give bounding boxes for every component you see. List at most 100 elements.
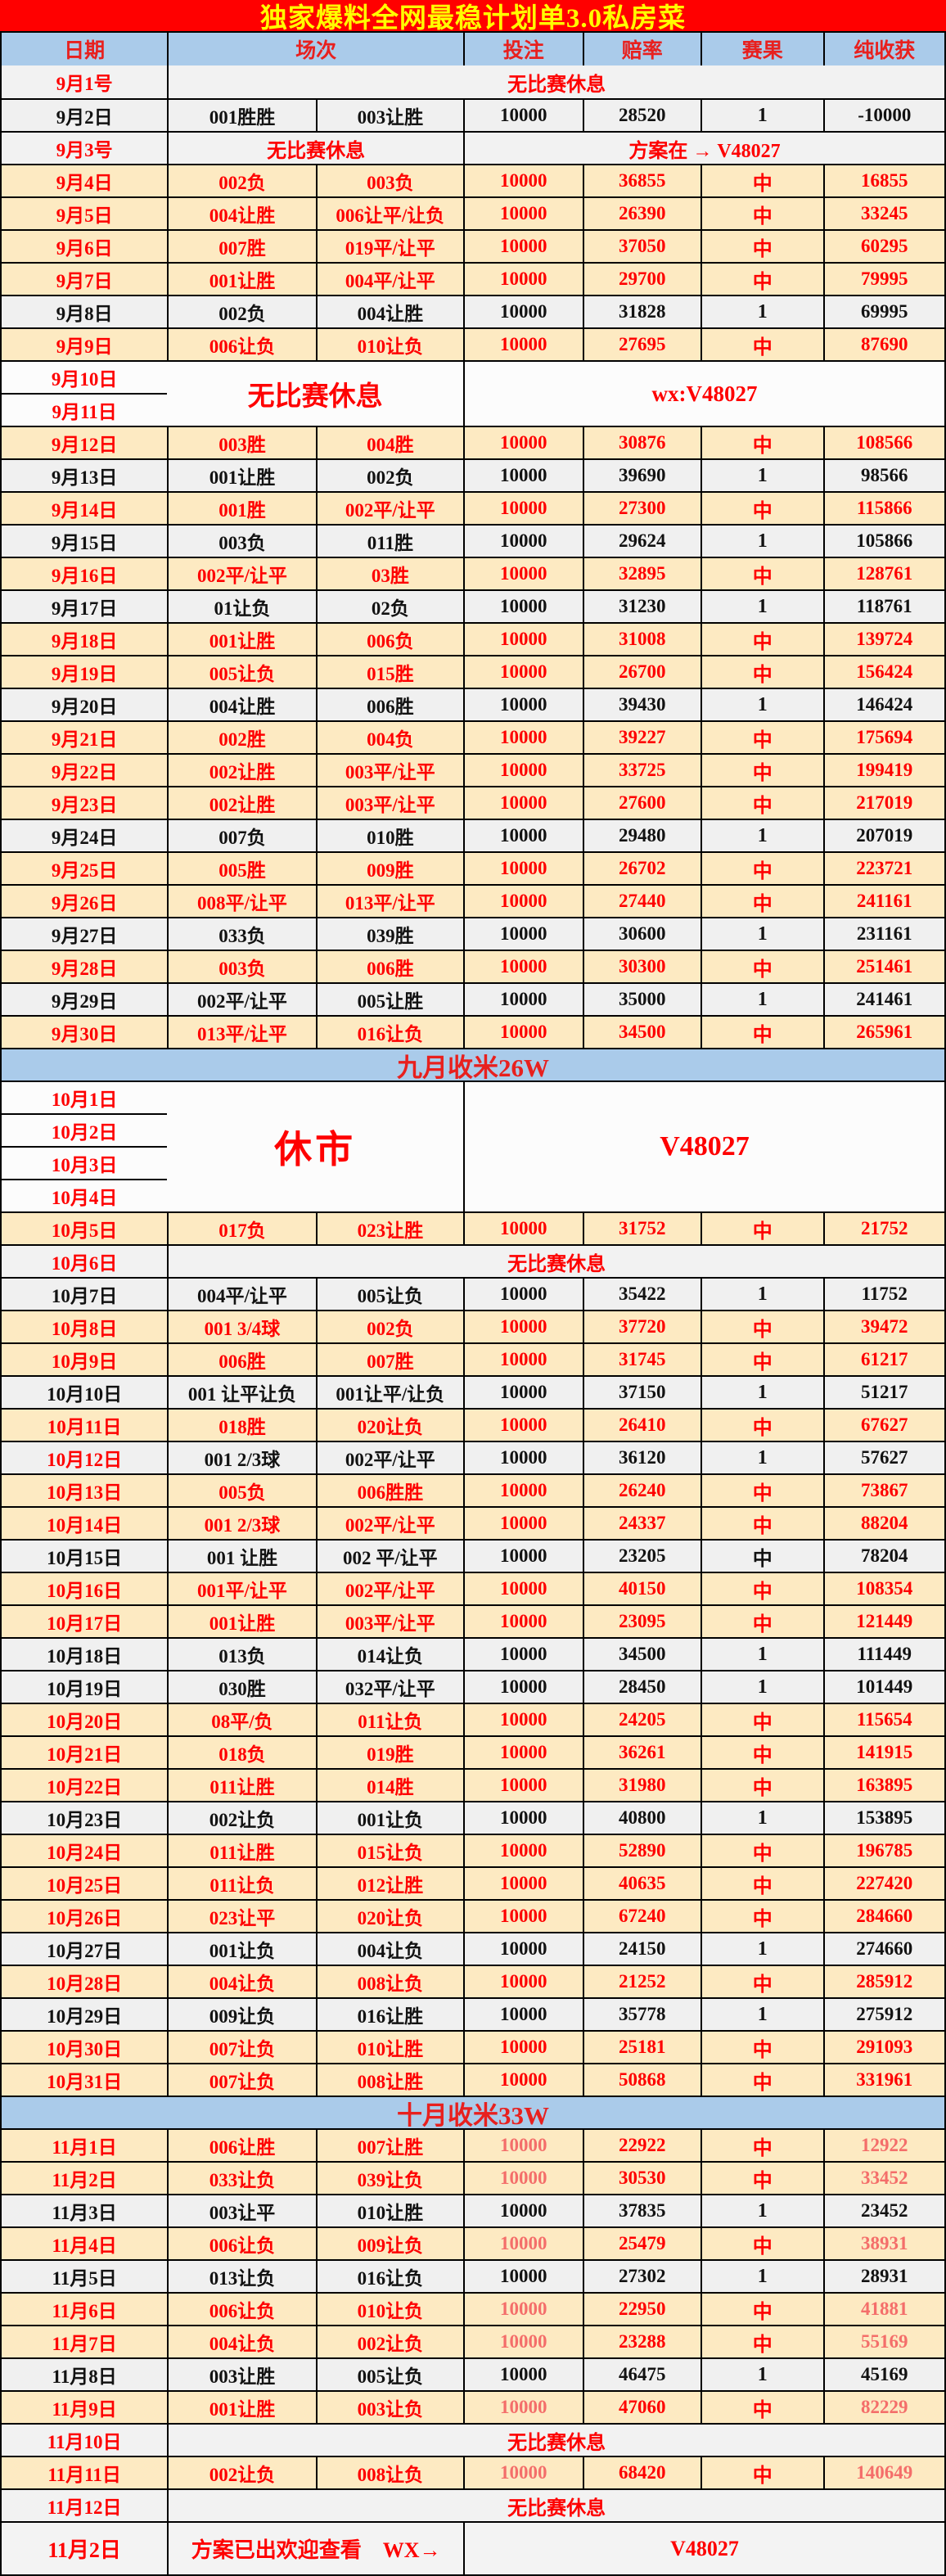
table-row: 11月5日 013让负 016让负 10000 27302 1 28931 <box>2 2259 944 2292</box>
result-cell: 中 <box>700 493 822 524</box>
table-row: 9月21日 002胜 004负 10000 39227 中 175694 <box>2 720 944 753</box>
table-row: 10月14日 001 2/3球 002平/让平 10000 24337 中 88204 <box>2 1506 944 1539</box>
match2-cell: 002让负 <box>315 2326 463 2357</box>
match1-cell: 003负 <box>167 951 315 982</box>
result-cell: 中 <box>700 2326 822 2357</box>
table-row: 9月29日 002平/让平 005让胜 10000 35000 1 241461 <box>2 982 944 1015</box>
stake-cell: 10000 <box>463 1573 583 1604</box>
result-cell: 中 <box>700 1901 822 1932</box>
match1-cell: 002胜 <box>167 722 315 753</box>
match1-cell: 018胜 <box>167 1410 315 1441</box>
profit-cell: 105866 <box>822 526 944 557</box>
result-cell: 1 <box>700 1999 822 2030</box>
stake-cell: 10000 <box>463 526 583 557</box>
match1-cell: 004平/让平 <box>167 1279 315 1310</box>
date-column: 10月1日 10月2日 10月3日 10月4日 <box>2 1082 168 1211</box>
result-cell: 中 <box>700 624 822 655</box>
table-row: 10月31日 007让负 008让胜 10000 50868 中 331961 <box>2 2063 944 2096</box>
match1-cell: 004让负 <box>167 1966 315 1997</box>
date-cell: 11月9日 <box>52 2399 117 2420</box>
table-row: 11月6日 006让负 010让负 10000 22950 中 41881 <box>2 2292 944 2325</box>
profit-cell: 199419 <box>822 755 944 786</box>
date-cell: 10月17日 <box>47 1613 123 1634</box>
table-row: 9月26日 008平/让平 013平/让平 10000 27440 中 241161 <box>2 884 944 917</box>
footer-row: 11月2日 方案已出欢迎查看 WX→ V48027 <box>2 2521 944 2574</box>
rest-row: 10月6日 无比赛休息 <box>2 1244 944 1277</box>
header-stake: 投注 <box>463 33 583 65</box>
profit-cell: 82229 <box>822 2392 944 2423</box>
stake-cell: 10000 <box>463 493 583 524</box>
profit-cell: 227420 <box>822 1868 944 1899</box>
result-cell: 中 <box>700 1573 822 1604</box>
match2-cell: 023让胜 <box>315 1213 463 1244</box>
stake-cell: 10000 <box>463 558 583 589</box>
match2-cell: 002负 <box>315 460 463 491</box>
profit-cell: 79995 <box>822 264 944 295</box>
match1-cell: 01让负 <box>167 591 315 622</box>
profit-cell: 274660 <box>822 1933 944 1965</box>
stake-cell: 10000 <box>463 820 583 851</box>
stake-cell: 10000 <box>463 1835 583 1866</box>
table-row: 11月2日 033让负 039让负 10000 30530 中 33452 <box>2 2161 944 2194</box>
odds-cell: 35778 <box>582 1999 701 2030</box>
result-cell: 1 <box>700 1279 822 1310</box>
odds-cell: 36855 <box>582 165 701 196</box>
footer-note-cell: 方案已出欢迎查看 WX→ <box>167 2523 463 2574</box>
match2-cell: 009让负 <box>315 2228 463 2259</box>
odds-cell: 33725 <box>582 755 701 786</box>
stake-cell: 10000 <box>463 1279 583 1310</box>
match2-cell: 016让负 <box>315 2261 463 2292</box>
match1-cell: 001让胜 <box>167 460 315 491</box>
match2-cell: 002平/让平 <box>315 1573 463 1604</box>
match2-cell: 020让负 <box>315 1901 463 1932</box>
date-cell: 9月13日 <box>51 467 118 488</box>
stake-cell: 10000 <box>463 951 583 982</box>
odds-cell: 23095 <box>582 1606 701 1637</box>
plan-note-cell: 方案在 → V48027 <box>463 133 944 164</box>
match1-cell: 006让负 <box>167 2294 315 2325</box>
table-row: 11月7日 004让负 002让负 10000 23288 中 55169 <box>2 2325 944 2357</box>
result-cell: 中 <box>700 2163 822 2194</box>
match2-cell: 003平/让平 <box>315 787 463 819</box>
profit-cell: 141915 <box>822 1737 944 1768</box>
stake-cell: 10000 <box>463 755 583 786</box>
date-cell: 9月2日 <box>56 107 113 128</box>
match2-cell: 016让胜 <box>315 1999 463 2030</box>
odds-cell: 52890 <box>582 1835 701 1866</box>
date-cell: 9月15日 <box>51 533 118 553</box>
result-cell: 中 <box>700 656 822 688</box>
odds-cell: 31745 <box>582 1344 701 1375</box>
table-row: 11月8日 003让胜 005让负 10000 46475 1 45169 <box>2 2357 944 2390</box>
month-banner: 十月收米33W <box>2 2096 944 2130</box>
date-cell: 10月28日 <box>47 1974 123 1994</box>
odds-cell: 36261 <box>582 1737 701 1768</box>
date-cell: 10月6日 <box>51 1253 118 1274</box>
rest-note-cell: 休市 <box>274 1129 357 1171</box>
match1-cell: 007让负 <box>167 2064 315 2096</box>
match1-cell: 006让负 <box>167 329 315 360</box>
match1-cell: 002让负 <box>167 1802 315 1834</box>
odds-cell: 39227 <box>582 722 701 753</box>
date-cell: 9月23日 <box>51 795 118 815</box>
profit-cell: 128761 <box>822 558 944 589</box>
result-cell: 1 <box>700 2261 822 2292</box>
odds-cell: 39430 <box>582 689 701 720</box>
date-cell: 11月5日 <box>52 2268 117 2289</box>
result-cell: 1 <box>700 460 822 491</box>
stake-cell: 10000 <box>463 2130 583 2161</box>
result-cell: 1 <box>700 2359 822 2390</box>
result-cell: 中 <box>700 2294 822 2325</box>
date-cell: 9月29日 <box>51 991 118 1012</box>
match1-cell: 001让胜 <box>167 1606 315 1637</box>
odds-cell: 26390 <box>582 198 701 229</box>
match2-cell: 006胜 <box>315 951 463 982</box>
stake-cell: 10000 <box>463 1475 583 1506</box>
match2-cell: 013平/让平 <box>315 886 463 917</box>
match1-cell: 002负 <box>167 165 315 196</box>
match1-cell: 002让胜 <box>167 787 315 819</box>
result-cell: 中 <box>700 1311 822 1342</box>
rest-note-cell: 无比赛休息 <box>167 2490 944 2521</box>
date-cell: 10月9日 <box>51 1351 118 1372</box>
table-row: 9月9日 006让负 010让负 10000 27695 中 87690 <box>2 327 944 360</box>
match2-cell: 03胜 <box>315 558 463 589</box>
